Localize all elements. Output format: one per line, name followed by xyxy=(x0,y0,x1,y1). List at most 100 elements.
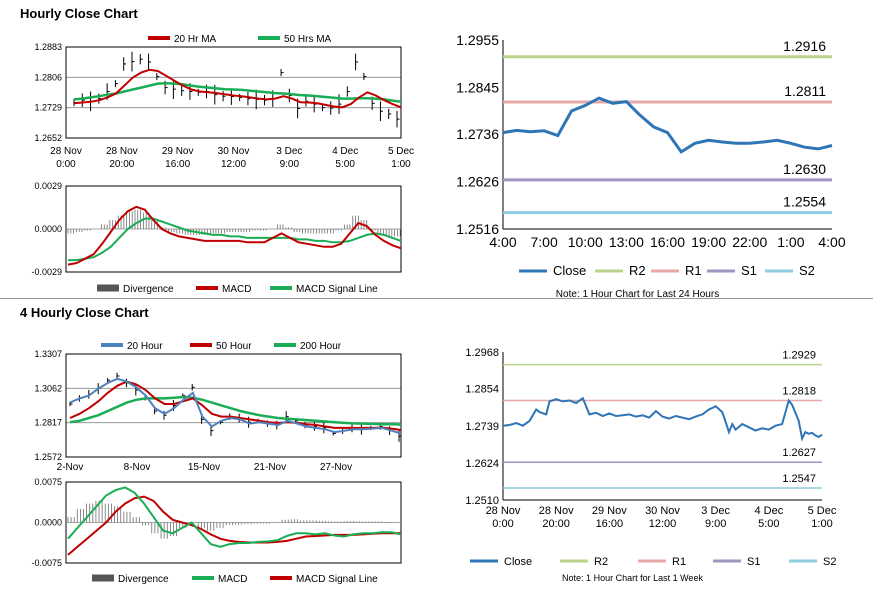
pivot-1h-ytick-label: 1.2845 xyxy=(456,79,499,95)
four-hourly-macd-ytick-label: -0.0075 xyxy=(31,558,62,568)
four-hourly-xtick-label: 27-Nov xyxy=(320,462,352,473)
hourly-macd-line xyxy=(67,205,402,266)
pivot-1w-xtick-label: 29 Nov xyxy=(592,505,627,517)
pivot-1h-ytick-label: 1.2955 xyxy=(456,32,499,48)
pivot-1h-legend-s1-swatch xyxy=(707,269,735,273)
hourly-xtick-label: 4 Dec xyxy=(332,146,358,157)
pivot-1h-legend-close-label: Close xyxy=(553,263,586,278)
four-hourly-section-title: 4 Hourly Close Chart xyxy=(20,305,149,320)
four-hourly-legend-macd-swatch xyxy=(192,576,214,580)
hourly-macd-ytick-label: 0.0029 xyxy=(34,181,62,191)
hourly-xtick-label: 29 Nov xyxy=(162,146,194,157)
hourly-legend-macd-label: MACD xyxy=(222,284,251,295)
pivot-1h-xtick-label: 4:00 xyxy=(489,234,516,250)
pivot-1h-s1-label: 1.2630 xyxy=(783,161,826,177)
hourly-legend-macd-signal-label: MACD Signal Line xyxy=(296,284,378,295)
hourly-xtick-label: 16:00 xyxy=(165,159,190,170)
four-hourly-xtick-label: 15-Nov xyxy=(188,462,220,473)
hourly-50hr-ma-line xyxy=(73,81,402,104)
hourly-xtick-label: 5:00 xyxy=(335,159,355,170)
hourly-ytick-label: 1.2806 xyxy=(34,72,62,82)
pivot-1w-legend-s1-label: S1 xyxy=(747,556,760,568)
four-hourly-legend-macd-signal-label: MACD Signal Line xyxy=(296,574,378,585)
four-hourly-ytick-label: 1.3307 xyxy=(34,349,62,359)
pivot-1w-legend-s1-swatch xyxy=(713,559,741,563)
four-hourly-legend-macd-signal-swatch xyxy=(270,576,292,580)
pivot-1w-legend-r2-label: R2 xyxy=(594,556,608,568)
hourly-macd-chart: 0.0029 0.0000 -0.0029 xyxy=(31,181,402,277)
pivot-1w-legend-r1-swatch xyxy=(638,559,666,563)
pivot-1h-legend-s1-label: S1 xyxy=(741,263,757,278)
hourly-xtick-label: 12:00 xyxy=(221,159,246,170)
hourly-xtick-label: 28 Nov xyxy=(106,146,138,157)
four-hourly-xtick-label: 21-Nov xyxy=(254,462,286,473)
hourly-20hr-ma-line xyxy=(73,68,402,109)
pivot-1w-xtick-label: 4 Dec xyxy=(754,505,783,517)
pivot-1h-xtick-label: 22:00 xyxy=(732,234,767,250)
four-hourly-xtick-label: 2-Nov xyxy=(57,462,84,473)
four-hourly-macd-signal-line xyxy=(67,495,401,556)
legend-200-hour-swatch xyxy=(274,343,296,347)
pivot-1w-xtick-label: 5:00 xyxy=(758,518,779,530)
pivot-1w-r2-label: 1.2929 xyxy=(782,350,816,362)
pivot-1h-xtick-label: 10:00 xyxy=(568,234,603,250)
pivot-1w-xtick-label: 16:00 xyxy=(596,518,624,530)
pivot-1w-xtick-label: 28 Nov xyxy=(539,505,574,517)
hourly-macd-ytick-label: -0.0029 xyxy=(31,267,62,277)
pivot-1w-xtick-label: 20:00 xyxy=(542,518,570,530)
hourly-legend-macd-swatch xyxy=(196,286,218,290)
hourly-legend-divergence-swatch xyxy=(97,284,119,292)
pivot-1h-legend-s2-swatch xyxy=(765,269,793,273)
pivot-1h-legend-r1-swatch xyxy=(651,269,679,273)
legend-50hrs-ma-swatch xyxy=(258,36,280,40)
four-hourly-20hr-line xyxy=(69,377,402,435)
pivot-1w-note: Note: 1 Hour Chart for Last 1 Week xyxy=(562,573,703,583)
pivot-1h-close-line xyxy=(502,96,833,154)
pivot-1h-legend-close-swatch xyxy=(519,269,547,273)
pivot-1h-ytick-label: 1.2736 xyxy=(456,126,499,142)
pivot-1w-legend-s2-label: S2 xyxy=(823,556,836,568)
hourly-price-chart: 1.2883 1.2806 1.2729 1.2652 28 Nov 0:00 28 Nov… xyxy=(34,42,414,170)
four-hourly-legend-macd-label: MACD xyxy=(218,574,247,585)
pivot-1h-xtick-label: 7:00 xyxy=(531,234,558,250)
pivot-1w-legend-r1-label: R1 xyxy=(672,556,686,568)
four-hourly-ytick-label: 1.2572 xyxy=(34,452,62,462)
pivot-1h-r1-label: 1.2811 xyxy=(784,83,826,99)
pivot-1w-r1-label: 1.2818 xyxy=(782,385,816,397)
four-hourly-macd-ytick-label: 0.0000 xyxy=(34,518,62,528)
pivot-1w-xtick-label: 9:00 xyxy=(705,518,726,530)
hourly-section-title: Hourly Close Chart xyxy=(20,6,138,21)
four-hourly-50hr-line xyxy=(69,380,402,431)
pivot-1w-legend-close-swatch xyxy=(470,559,498,563)
pivot-1h-legend-r2-swatch xyxy=(595,269,623,273)
four-hourly-xtick-label: 8-Nov xyxy=(124,462,151,473)
hourly-xtick-label: 0:00 xyxy=(56,159,76,170)
pivot-1w-ytick-label: 1.2739 xyxy=(465,421,499,433)
pivot-1w-close-line xyxy=(502,396,823,442)
pivot-1w-xtick-label: 12:00 xyxy=(649,518,677,530)
pivot-1h-s2-label: 1.2554 xyxy=(783,194,826,210)
hourly-xtick-label: 9:00 xyxy=(280,159,300,170)
pivot-1h-xtick-label: 16:00 xyxy=(650,234,685,250)
four-hourly-legend-divergence-swatch xyxy=(92,574,114,582)
four-hourly-macd-line xyxy=(67,486,402,548)
four-hourly-macd-ytick-label: 0.0075 xyxy=(34,477,62,487)
pivot-1h-legend-r2-label: R2 xyxy=(629,263,646,278)
pivot-1w-xtick-label: 3 Dec xyxy=(701,505,730,517)
four-hourly-ytick-label: 1.2817 xyxy=(34,418,62,428)
hourly-xtick-label: 20:00 xyxy=(109,159,134,170)
legend-200-hour-label: 200 Hour xyxy=(300,341,342,352)
four-hourly-200hr-line xyxy=(69,395,402,426)
pivot-1w-ytick-label: 1.2510 xyxy=(465,495,499,507)
hourly-legend-macd-signal-swatch xyxy=(270,286,292,290)
hourly-ytick-label: 1.2729 xyxy=(34,103,62,113)
pivot-1w-xtick-label: 0:00 xyxy=(492,518,513,530)
hourly-ytick-label: 1.2883 xyxy=(34,42,62,52)
pivot-1w-s1-label: 1.2627 xyxy=(782,447,816,459)
pivot-1w-xtick-label: 28 Nov xyxy=(486,505,521,517)
pivot-1h-legend-s2-label: S2 xyxy=(799,263,815,278)
pivot-1h-ytick-label: 1.2516 xyxy=(456,221,499,237)
